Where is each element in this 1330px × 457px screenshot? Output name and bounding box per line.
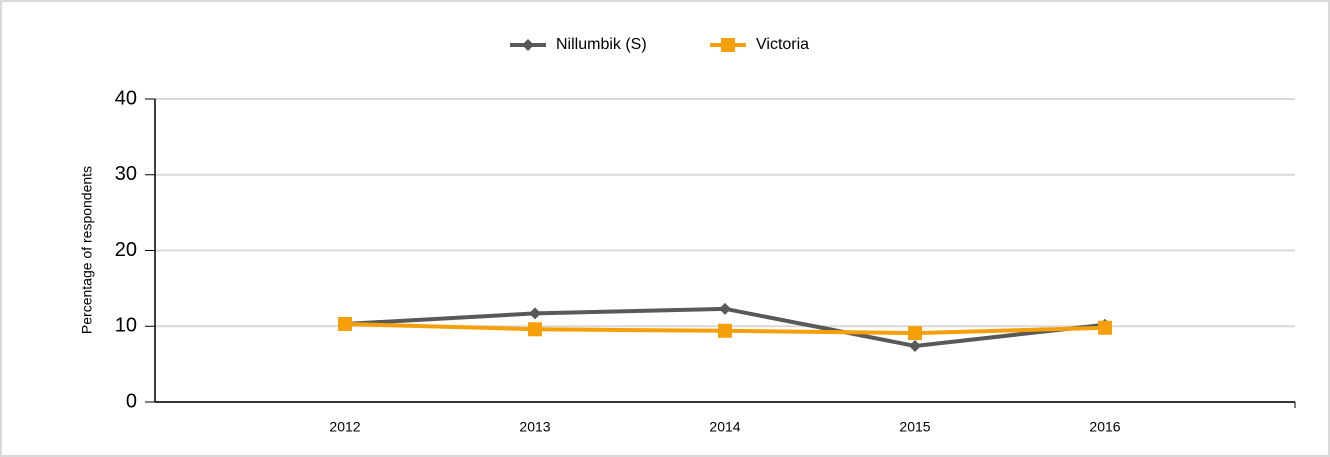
x-tick-label: 2014 [709, 419, 740, 435]
legend-label: Nillumbik (S) [556, 36, 647, 53]
y-tick-label: 10 [115, 315, 137, 337]
point [1098, 320, 1112, 335]
y-axis-label: Percentage of respondents [79, 166, 95, 334]
legend-label: Victoria [756, 36, 809, 53]
point [529, 307, 541, 320]
x-tick-label: 2013 [519, 419, 550, 435]
point [909, 339, 921, 352]
x-tick-label: 2016 [1089, 419, 1120, 435]
legend-marker [522, 39, 534, 51]
point [338, 316, 352, 331]
point [908, 326, 922, 341]
legend-marker [721, 38, 735, 52]
y-tick-label: 30 [115, 163, 137, 185]
y-tick-label: 40 [115, 87, 137, 109]
y-tick-label: 0 [126, 390, 137, 412]
y-tick-label: 20 [115, 239, 137, 261]
x-tick-label: 2015 [899, 419, 930, 435]
x-tick-label: 2012 [329, 419, 360, 435]
point [718, 323, 732, 338]
point [719, 302, 731, 315]
point [528, 322, 542, 337]
